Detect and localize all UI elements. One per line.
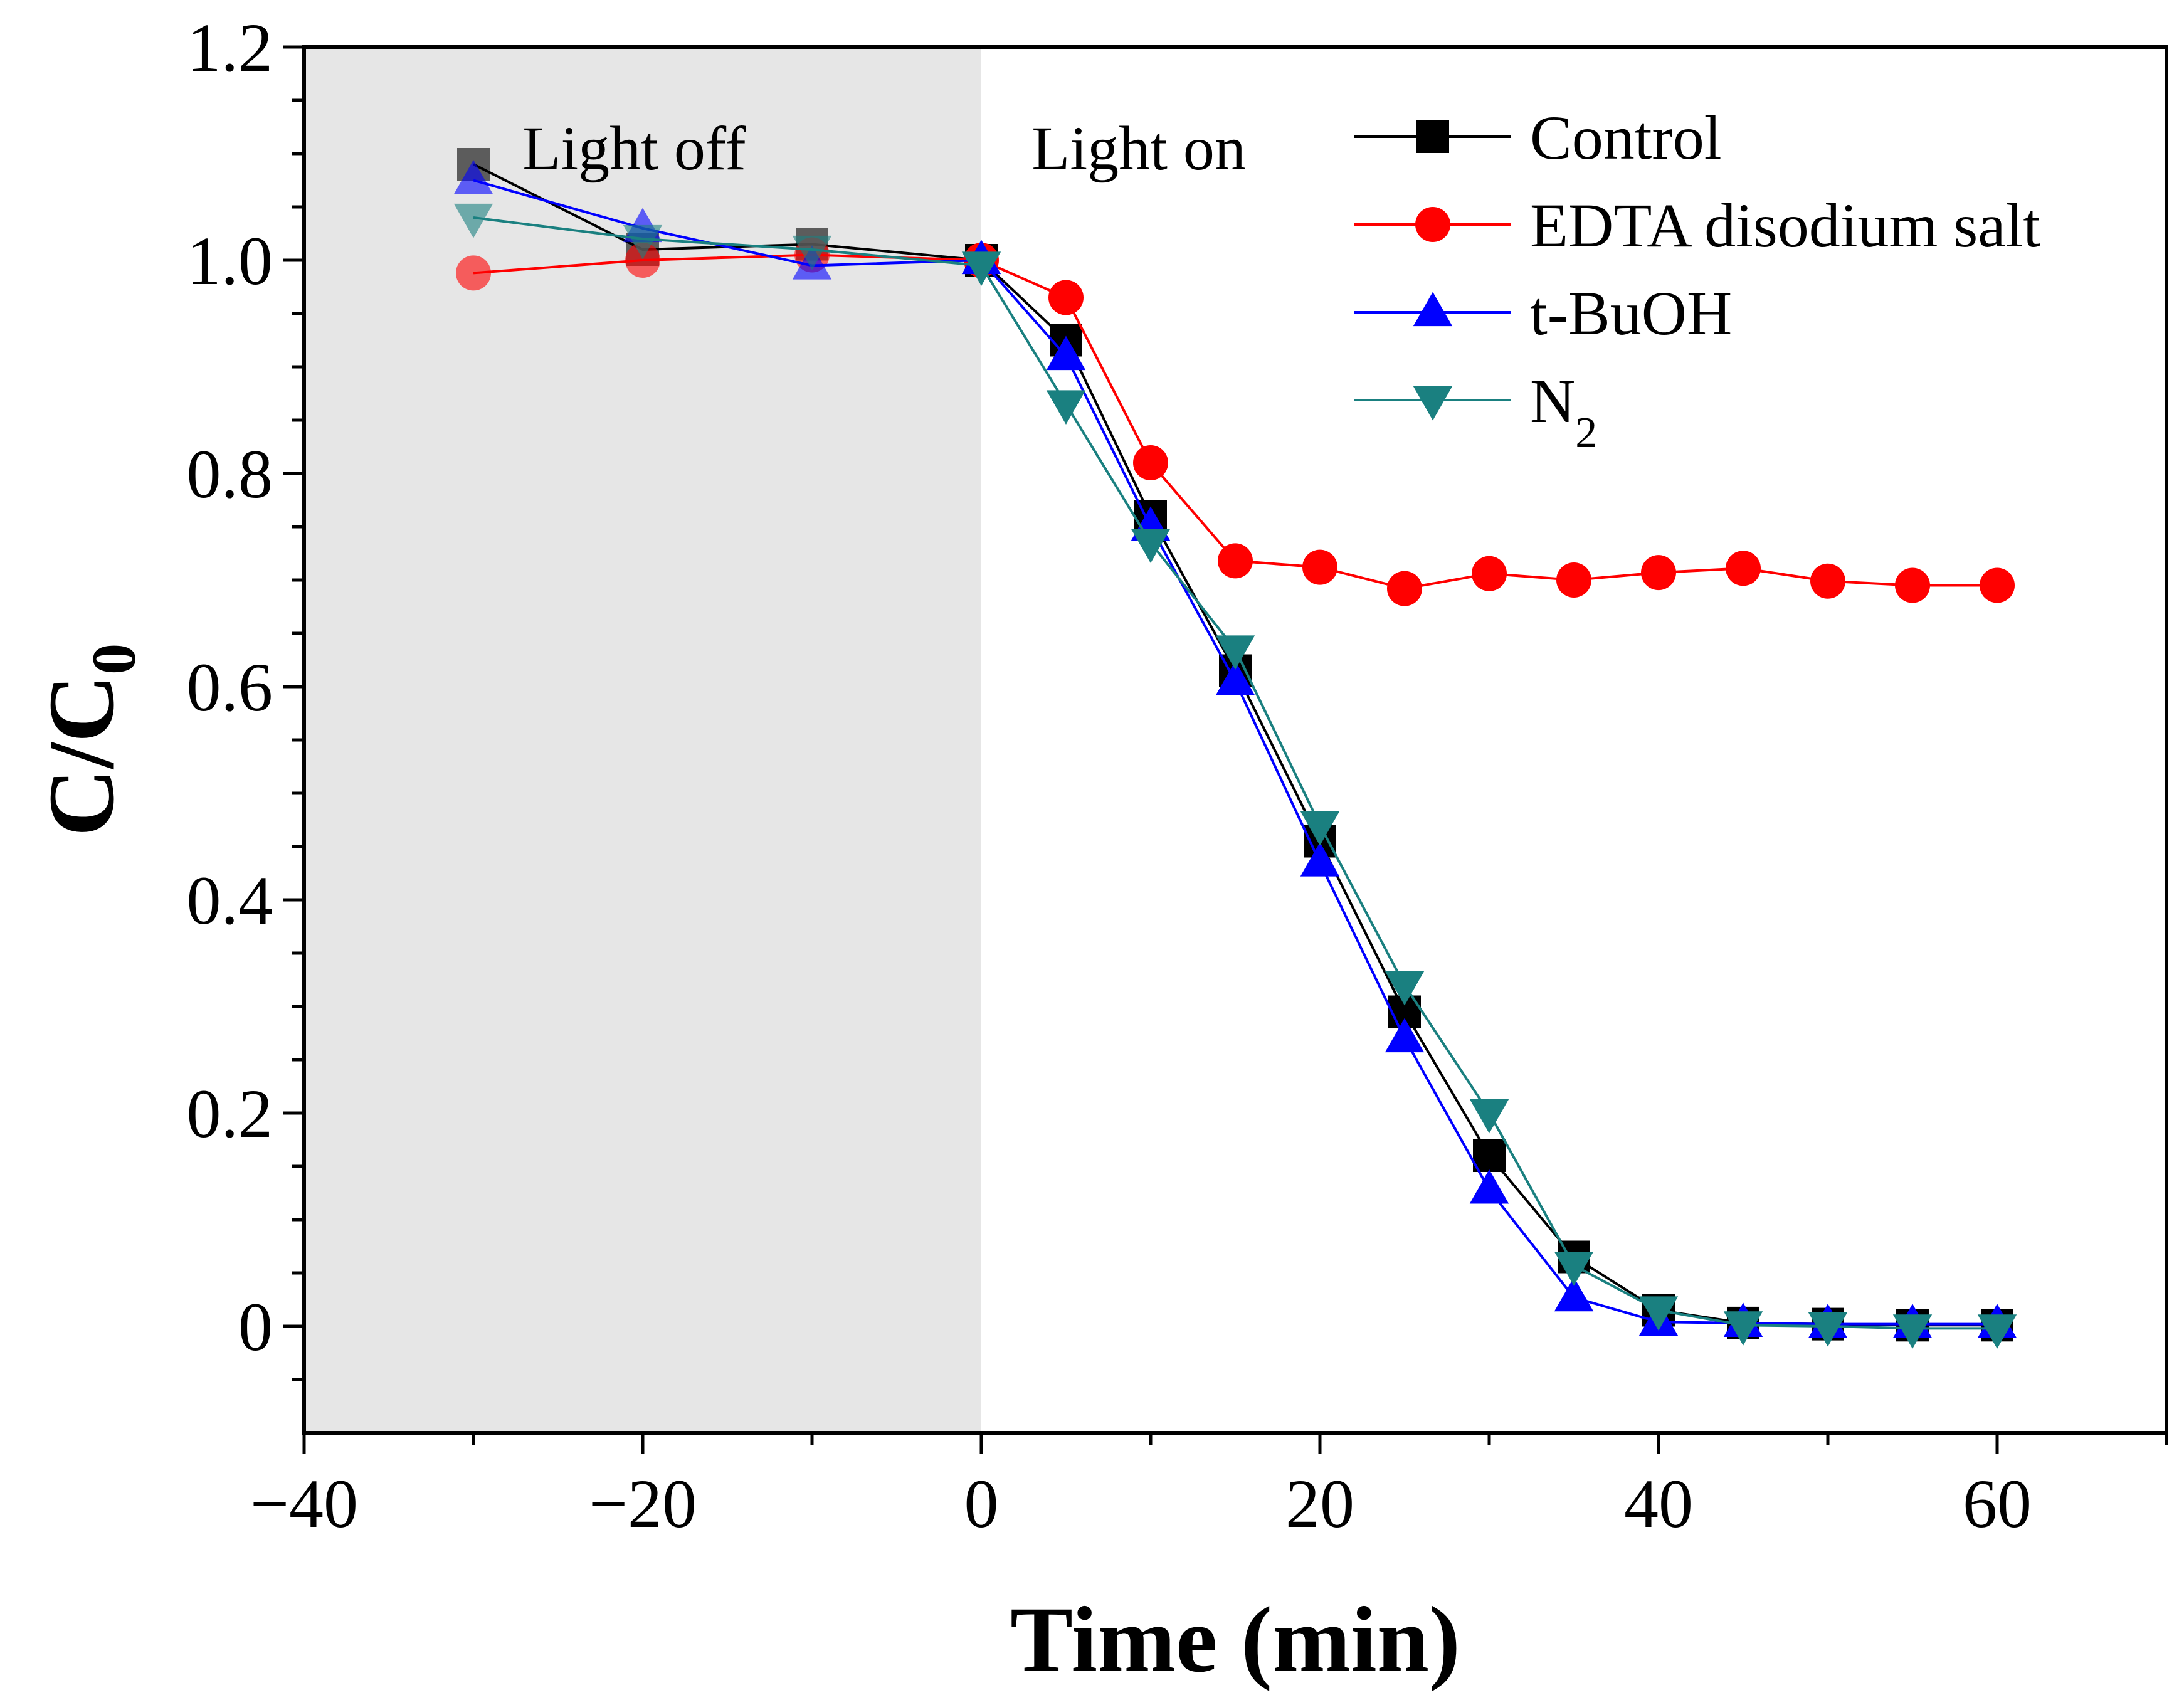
- y-tick-label: 0.8: [187, 436, 273, 512]
- legend-label: t-BuOH: [1530, 278, 1732, 348]
- series-3: [453, 203, 2017, 1349]
- legend-label-main: t-BuOH: [1530, 278, 1732, 348]
- series-line: [473, 216, 1997, 1330]
- data-point: [1810, 563, 1845, 599]
- data-point: [1472, 556, 1507, 591]
- x-tick-label: 20: [1285, 1465, 1354, 1542]
- data-point: [1385, 971, 1425, 1006]
- data-point: [1302, 549, 1337, 585]
- data-point: [1215, 635, 1255, 670]
- legend-item: N2: [1354, 366, 1597, 457]
- data-point: [1387, 571, 1422, 606]
- data-point: [1638, 1296, 1679, 1331]
- data-point: [625, 243, 660, 278]
- data-point: [1133, 445, 1168, 480]
- y-axis-title-main: C/C: [29, 675, 134, 837]
- legend-item: t-BuOH: [1354, 278, 1732, 348]
- legend-marker: [1415, 207, 1450, 242]
- x-tick-label: 40: [1624, 1465, 1693, 1542]
- data-point: [453, 160, 493, 194]
- data-layer: [453, 148, 2017, 1349]
- data-point: [961, 251, 1001, 286]
- data-point: [1556, 562, 1591, 598]
- y-tick-label: 0.2: [187, 1075, 273, 1152]
- shaded-dark-region: [304, 47, 981, 1433]
- data-point: [1977, 1314, 2017, 1349]
- legend-label-main: N: [1530, 366, 1575, 436]
- data-point: [792, 235, 832, 270]
- data-point: [1131, 529, 1171, 563]
- data-point: [453, 203, 493, 238]
- data-point: [1473, 1139, 1506, 1172]
- data-point: [1469, 1169, 1509, 1204]
- data-point: [456, 255, 491, 291]
- data-point: [623, 224, 663, 260]
- data-point: [1046, 390, 1086, 425]
- data-point: [1980, 567, 2015, 603]
- x-axis-title: Time (min): [1010, 1588, 1460, 1692]
- light-on-annotation: Light on: [1031, 113, 1246, 183]
- y-tick-label: 0.6: [187, 649, 273, 726]
- legend: Control EDTA disodium salt t-BuOH N2: [1354, 103, 2040, 457]
- data-point: [1895, 567, 1930, 603]
- x-tick-label: 60: [1963, 1465, 2032, 1542]
- series-line: [473, 179, 1997, 1326]
- data-point: [1554, 1277, 1594, 1312]
- x-tick-label: −40: [250, 1465, 358, 1542]
- y-tick-label: 0: [238, 1289, 273, 1365]
- legend-label-subscript: 2: [1575, 409, 1597, 457]
- data-point: [1469, 1099, 1509, 1134]
- axis-ticks: −40 −20 0 20 40 60 0 0.2 0.4 0.6 0.8 1.0 1.2: [187, 9, 2168, 1542]
- y-axis-title: C/C0: [29, 643, 149, 837]
- data-point: [1300, 842, 1340, 877]
- data-point: [1892, 1314, 1933, 1349]
- data-point: [1215, 661, 1255, 695]
- legend-marker: [1413, 386, 1453, 421]
- x-tick-label: 0: [964, 1465, 999, 1542]
- data-point: [1046, 335, 1086, 371]
- legend-label: N2: [1530, 366, 1597, 457]
- x-tick-label: −20: [589, 1465, 697, 1542]
- legend-marker: [1413, 292, 1453, 327]
- legend-label-main: EDTA disodium salt: [1530, 191, 2040, 260]
- data-point: [1300, 811, 1340, 846]
- y-tick-label: 1.2: [187, 9, 273, 86]
- data-point: [1554, 1252, 1594, 1286]
- y-axis-title-subscript: 0: [79, 643, 149, 675]
- data-point: [1641, 555, 1676, 591]
- light-off-annotation: Light off: [522, 113, 746, 183]
- y-tick-label: 0.4: [187, 862, 273, 939]
- data-point: [1726, 551, 1761, 586]
- y-tick-label: 1.0: [187, 223, 273, 299]
- legend-marker: [1416, 120, 1449, 153]
- legend-label-main: Control: [1530, 103, 1722, 172]
- data-point: [1048, 280, 1084, 315]
- legend-label: Control: [1530, 103, 1722, 172]
- data-point: [1385, 1018, 1425, 1053]
- legend-item: Control: [1354, 103, 1722, 172]
- data-point: [1723, 1311, 1763, 1346]
- legend-label: EDTA disodium salt: [1530, 191, 2040, 260]
- data-point: [1218, 543, 1253, 579]
- legend-item: EDTA disodium salt: [1354, 191, 2040, 260]
- data-point: [1808, 1312, 1848, 1347]
